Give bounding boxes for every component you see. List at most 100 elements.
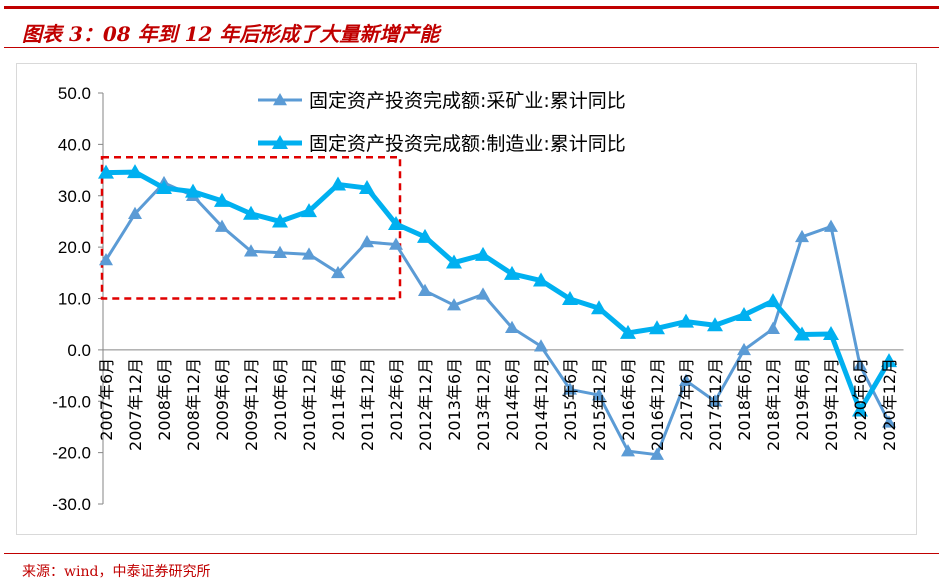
series-2-point bbox=[388, 216, 404, 231]
series-2-point bbox=[794, 326, 810, 341]
series-1-point bbox=[476, 287, 490, 300]
series-1-point bbox=[650, 447, 664, 460]
legend-label: 固定资产投资完成额:制造业:累计同比 bbox=[309, 133, 626, 155]
chart-frame bbox=[16, 63, 917, 535]
series-1-point bbox=[215, 219, 229, 232]
series-2-point bbox=[736, 306, 752, 321]
figure-title: 图表 3：08 年到 12 年后形成了大量新增产能 bbox=[22, 22, 440, 46]
series-2-point bbox=[330, 176, 346, 191]
series-1-point bbox=[853, 358, 867, 371]
series-1-line bbox=[104, 181, 891, 457]
series-1-point bbox=[534, 339, 548, 352]
series-1-point bbox=[99, 252, 113, 266]
series-1-point bbox=[766, 321, 780, 335]
y-tick-label: 50.0 bbox=[58, 84, 91, 103]
x-tick-label: 2008年6月 bbox=[155, 358, 174, 441]
series-2-point bbox=[359, 180, 375, 195]
series-2-point bbox=[156, 180, 172, 195]
y-tick-label: 40.0 bbox=[58, 135, 91, 154]
x-tick-label: 2013年6月 bbox=[445, 358, 464, 441]
series-2-point bbox=[185, 183, 201, 198]
series-1-point bbox=[331, 265, 345, 279]
series-2-point bbox=[852, 402, 868, 417]
series-1-point bbox=[302, 247, 316, 260]
series-1-point bbox=[824, 219, 838, 232]
series-2-point bbox=[591, 300, 607, 315]
x-tick-label: 2012年12月 bbox=[416, 358, 435, 451]
series-2-point bbox=[243, 205, 259, 220]
x-tick-label: 2019年12月 bbox=[822, 358, 841, 451]
series-2-point bbox=[214, 192, 230, 207]
series-2-point bbox=[765, 293, 781, 308]
x-tick-label: 2020年12月 bbox=[880, 358, 899, 451]
x-tick-label: 2012年6月 bbox=[387, 358, 406, 441]
bottom-rule bbox=[4, 553, 939, 554]
y-tick-label: -10.0 bbox=[52, 392, 91, 411]
x-tick-label: 2014年6月 bbox=[503, 358, 522, 441]
x-tick-label: 2011年12月 bbox=[358, 358, 377, 451]
y-tick-label: 20.0 bbox=[58, 238, 91, 257]
x-tick-label: 2010年12月 bbox=[300, 358, 319, 451]
series-2-point bbox=[98, 164, 114, 179]
series-1-point bbox=[563, 382, 577, 395]
x-tick-label: 2020年6月 bbox=[851, 358, 870, 441]
series-2-point bbox=[272, 213, 288, 228]
series-1-point bbox=[882, 415, 896, 428]
y-tick-label: 30.0 bbox=[58, 187, 91, 206]
series-2-point bbox=[678, 313, 694, 328]
legend-swatch-marker bbox=[273, 93, 287, 106]
x-tick-label: 2013年12月 bbox=[474, 358, 493, 451]
series-2-point bbox=[620, 324, 636, 339]
series-2-point bbox=[301, 203, 317, 218]
x-tick-label: 2008年12月 bbox=[184, 358, 203, 451]
series-2-point bbox=[446, 254, 462, 269]
series-1-point bbox=[621, 444, 635, 457]
series-1-point bbox=[128, 206, 142, 219]
y-tick-label: -30.0 bbox=[52, 495, 91, 514]
x-tick-label: 2010年6月 bbox=[271, 358, 290, 441]
x-tick-label: 2007年12月 bbox=[126, 358, 145, 451]
series-1-point bbox=[244, 244, 258, 257]
x-tick-label: 2015年6月 bbox=[561, 358, 580, 441]
x-tick-label: 2007年6月 bbox=[97, 358, 116, 441]
series-2-point bbox=[475, 246, 491, 261]
x-tick-label: 2015年12月 bbox=[590, 358, 609, 451]
x-tick-label: 2018年12月 bbox=[764, 358, 783, 451]
series-1-point bbox=[708, 394, 722, 407]
source-note: 来源：wind，中泰证券研究所 bbox=[22, 564, 211, 580]
x-tick-label: 2019年6月 bbox=[793, 358, 812, 441]
legend-label: 固定资产投资完成额:采矿业:累计同比 bbox=[309, 90, 626, 112]
series-2-point bbox=[881, 353, 897, 368]
series-2-point bbox=[533, 272, 549, 287]
x-tick-label: 2014年12月 bbox=[532, 358, 551, 451]
series-2-point bbox=[707, 317, 723, 332]
x-tick-label: 2018年6月 bbox=[735, 358, 754, 441]
series-1-point bbox=[447, 298, 461, 311]
series-1-point bbox=[737, 342, 751, 356]
x-tick-label: 2016年12月 bbox=[648, 358, 667, 451]
series-1-point bbox=[795, 229, 809, 243]
series-2-point bbox=[417, 228, 433, 243]
legend-swatch-marker bbox=[272, 135, 288, 149]
y-tick-label: 0.0 bbox=[67, 341, 91, 360]
x-tick-label: 2017年12月 bbox=[706, 358, 725, 451]
series-1-point bbox=[679, 373, 693, 386]
series-1-point bbox=[389, 237, 403, 250]
series-2-point bbox=[504, 265, 520, 280]
series-2-point bbox=[127, 164, 143, 179]
x-tick-label: 2016年6月 bbox=[619, 358, 638, 441]
highlight-dashed-box bbox=[100, 155, 402, 300]
x-tick-label: 2009年6月 bbox=[213, 358, 232, 441]
series-2-line bbox=[105, 169, 892, 413]
series-2-point bbox=[649, 320, 665, 335]
series-1-point bbox=[505, 320, 519, 334]
x-tick-label: 2011年6月 bbox=[329, 358, 348, 441]
x-tick-label: 2009年12月 bbox=[242, 358, 261, 451]
x-tick-label: 2017年6月 bbox=[677, 358, 696, 441]
y-tick-label: -20.0 bbox=[52, 444, 91, 463]
series-1-point bbox=[592, 388, 606, 401]
series-2-point bbox=[562, 291, 578, 306]
series-1-point bbox=[273, 245, 287, 259]
series-1-point bbox=[360, 234, 374, 248]
